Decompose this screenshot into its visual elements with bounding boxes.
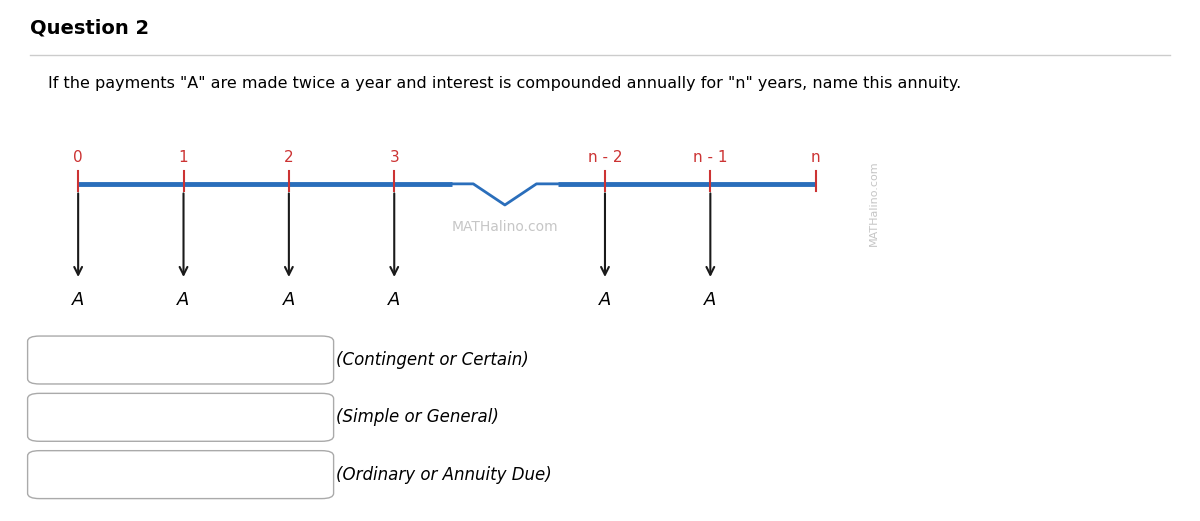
Text: A: A (599, 291, 611, 309)
Text: A: A (388, 291, 401, 309)
Text: MATHalino.com: MATHalino.com (451, 220, 558, 234)
Text: (Simple or General): (Simple or General) (336, 408, 499, 426)
Text: MATHalino.com: MATHalino.com (869, 160, 878, 246)
Text: A: A (72, 291, 84, 309)
Text: 0: 0 (73, 150, 83, 165)
Text: n - 1: n - 1 (694, 150, 727, 165)
Text: 3: 3 (389, 150, 400, 165)
Text: (Contingent or Certain): (Contingent or Certain) (336, 351, 529, 369)
Text: n - 2: n - 2 (588, 150, 623, 165)
Text: 1: 1 (179, 150, 188, 165)
Text: (Ordinary or Annuity Due): (Ordinary or Annuity Due) (336, 466, 552, 483)
Text: If the payments "A" are made twice a year and interest is compounded annually fo: If the payments "A" are made twice a yea… (48, 76, 961, 91)
Text: A: A (283, 291, 295, 309)
Text: n: n (811, 150, 821, 165)
Text: 2: 2 (284, 150, 294, 165)
Text: A: A (178, 291, 190, 309)
Text: A: A (704, 291, 716, 309)
Text: Question 2: Question 2 (30, 18, 149, 37)
